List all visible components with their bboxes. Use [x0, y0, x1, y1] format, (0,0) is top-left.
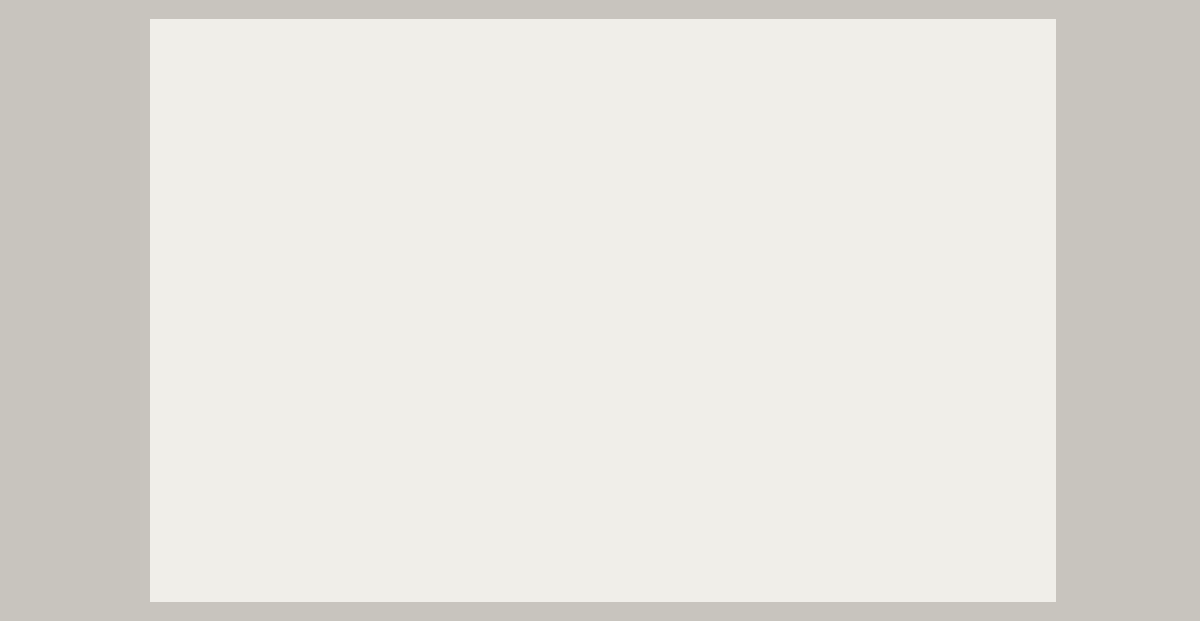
Text: $-$: $-$ [388, 134, 408, 158]
Text: (2)  $y^2 = 2x$: (2) $y^2 = 2x$ [186, 348, 290, 374]
Text: Replace the polar equation: Replace the polar equation [186, 65, 430, 83]
Text: (3)  $x^2 = 4y$: (3) $x^2 = 4y$ [186, 413, 290, 439]
Text: (4)  $x^2 = 2y$: (4) $x^2 = 2y$ [186, 478, 290, 504]
Text: with an equivalent  Cartesian equation. Choose the correct option:: with an equivalent Cartesian equation. C… [186, 219, 787, 237]
Text: $r\,=$: $r\,=$ [186, 136, 221, 156]
Text: (1)  $y^2 = 4x$: (1) $y^2 = 4x$ [186, 283, 290, 309]
FancyBboxPatch shape [260, 528, 398, 596]
Text: (Enter an integer between 1 and 4): (Enter an integer between 1 and 4) [428, 553, 748, 571]
Text: $\dfrac{1}{1+\sin\theta}$: $\dfrac{1}{1+\sin\theta}$ [433, 124, 526, 168]
Text: Answer:: Answer: [186, 553, 258, 571]
Text: $\dfrac{1}{1-\sin\theta}$: $\dfrac{1}{1-\sin\theta}$ [262, 124, 354, 168]
